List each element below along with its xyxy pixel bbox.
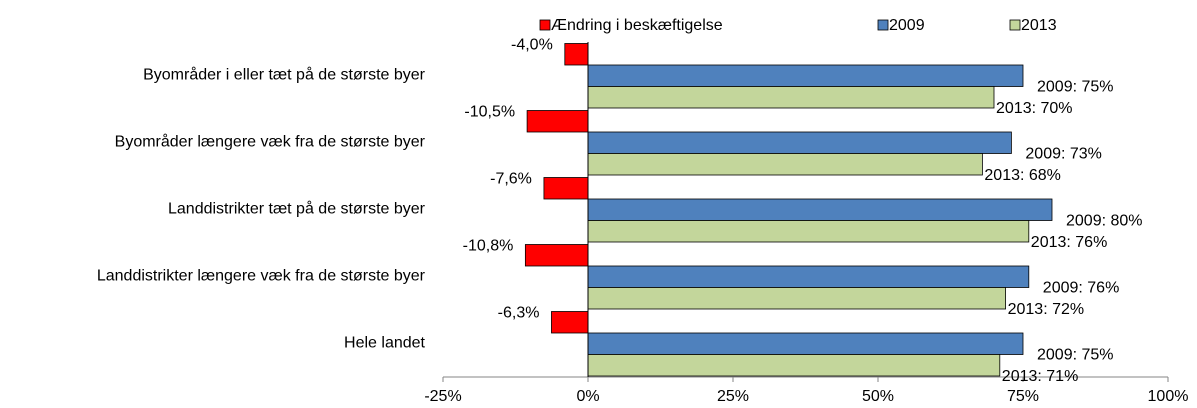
category-label: Landdistrikter længere væk fra de størst…: [97, 268, 426, 285]
legend-label: Ændring i beskæftigelse: [551, 17, 723, 34]
bar: [587, 64, 1024, 87]
value-label: -4,0%: [511, 37, 553, 54]
x-tick-label: 25%: [717, 388, 749, 405]
value-label: -6,3%: [498, 305, 540, 322]
category-label: Byområder længere væk fra de største bye…: [115, 133, 426, 151]
value-label: -10,5%: [464, 104, 515, 121]
bar: [587, 287, 1007, 310]
category-label: Hele landet: [344, 335, 426, 352]
bar: [564, 43, 589, 66]
bar: [587, 332, 1024, 355]
value-label: 2013: 70%: [996, 100, 1073, 117]
value-label: -10,8%: [463, 238, 514, 255]
bar: [587, 354, 1001, 377]
value-label: 2009: 75%: [1037, 79, 1114, 96]
x-tick-label: 75%: [1007, 388, 1039, 405]
value-label: 2009: 80%: [1066, 213, 1143, 230]
bar: [524, 244, 589, 267]
bar: [587, 86, 995, 109]
x-tick-label: 100%: [1148, 388, 1189, 405]
value-label: 2013: 72%: [1008, 301, 1085, 318]
legend-label: 2013: [1021, 17, 1057, 34]
bar: [551, 311, 589, 334]
x-tick-label: 0%: [576, 388, 599, 405]
legend-swatch: [877, 19, 889, 31]
bar: [526, 110, 589, 133]
x-tick-label: 50%: [862, 388, 894, 405]
category-label: Landdistrikter tæt på de største byer: [168, 200, 426, 218]
bar: [587, 265, 1030, 288]
value-label: 2009: 76%: [1043, 280, 1120, 297]
value-label: 2013: 71%: [1002, 368, 1079, 385]
value-label: 2013: 68%: [984, 167, 1061, 184]
bar: [587, 153, 983, 176]
bar: [587, 198, 1053, 221]
value-label: 2009: 73%: [1025, 146, 1102, 163]
value-label: -7,6%: [490, 171, 532, 188]
legend-swatch: [1009, 19, 1021, 31]
bar: [587, 220, 1030, 243]
legend-label: 2009: [889, 17, 925, 34]
bar: [587, 131, 1012, 154]
x-tick-label: -25%: [424, 388, 461, 405]
value-label: 2013: 76%: [1031, 234, 1108, 251]
value-label: 2009: 75%: [1037, 347, 1114, 364]
category-label: Byområder i eller tæt på de største byer: [143, 66, 426, 84]
legend-swatch: [539, 19, 551, 31]
bar: [543, 177, 589, 200]
